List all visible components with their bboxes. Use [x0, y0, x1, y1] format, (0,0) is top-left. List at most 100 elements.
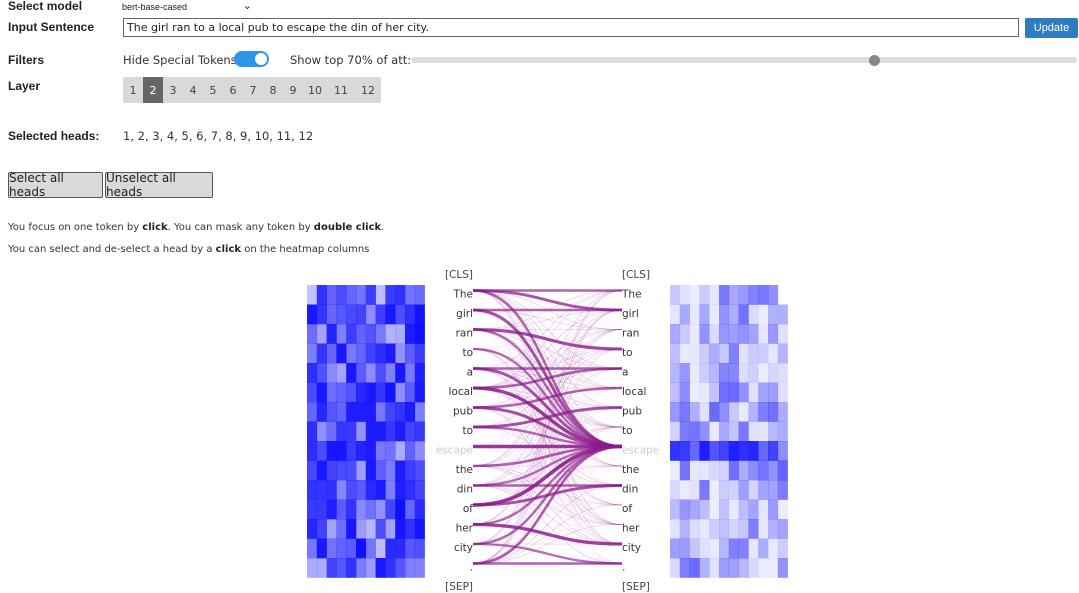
right-token[interactable]: din: [622, 484, 638, 496]
heatmap-cell[interactable]: [777, 421, 788, 442]
heatmap-cell[interactable]: [738, 441, 749, 461]
right-token[interactable]: pub: [622, 406, 642, 418]
layer-button-7[interactable]: 7: [249, 83, 257, 97]
heatmap-cell[interactable]: [395, 519, 406, 539]
heatmap-cell[interactable]: [375, 343, 386, 364]
heatmap-cell[interactable]: [699, 343, 710, 364]
right-token[interactable]: her: [622, 523, 640, 535]
heatmap-cell[interactable]: [316, 421, 327, 442]
heatmap-cell[interactable]: [777, 460, 788, 481]
heatmap-cell[interactable]: [719, 480, 730, 500]
model-select[interactable]: bert-base-cased ⌄: [122, 0, 252, 14]
heatmap-cell[interactable]: [326, 460, 337, 481]
heatmap-cell[interactable]: [768, 421, 779, 442]
heatmap-cell[interactable]: [768, 558, 779, 578]
heatmap-cell[interactable]: [375, 324, 386, 344]
heatmap-cell[interactable]: [356, 304, 367, 325]
heatmap-cell[interactable]: [689, 382, 700, 403]
heatmap-cell[interactable]: [699, 304, 710, 325]
heatmap-cell[interactable]: [670, 421, 681, 442]
heatmap-cell[interactable]: [414, 343, 425, 364]
heatmap-cell[interactable]: [385, 460, 396, 481]
heatmap-cell[interactable]: [414, 382, 425, 403]
heatmap-cell[interactable]: [395, 460, 406, 481]
heatmap-cell[interactable]: [385, 421, 396, 442]
heatmap-cell[interactable]: [699, 285, 710, 305]
heatmap-cell[interactable]: [375, 519, 386, 539]
heatmap-cell[interactable]: [679, 343, 690, 364]
heatmap-cell[interactable]: [689, 519, 700, 539]
heatmap-cell[interactable]: [670, 441, 681, 461]
heatmap-cell[interactable]: [414, 538, 425, 559]
heatmap-cell[interactable]: [709, 519, 720, 539]
heatmap-cell[interactable]: [336, 421, 347, 442]
heatmap-cell[interactable]: [679, 304, 690, 325]
heatmap-cell[interactable]: [385, 519, 396, 539]
heatmap-cell[interactable]: [336, 324, 347, 344]
heatmap-cell[interactable]: [316, 285, 327, 305]
heatmap-cell[interactable]: [356, 441, 367, 461]
heatmap-cell[interactable]: [748, 402, 759, 422]
heatmap-cell[interactable]: [336, 441, 347, 461]
heatmap-cell[interactable]: [307, 285, 318, 305]
right-token[interactable]: .: [622, 562, 625, 574]
heatmap-cell[interactable]: [405, 363, 416, 383]
heatmap-cell[interactable]: [709, 538, 720, 559]
heatmap-cell[interactable]: [365, 460, 376, 481]
heatmap-cell[interactable]: [719, 499, 730, 520]
heatmap-cell[interactable]: [316, 538, 327, 559]
heatmap-cell[interactable]: [738, 343, 749, 364]
heatmap-cell[interactable]: [414, 519, 425, 539]
left-token[interactable]: the: [456, 464, 473, 476]
left-token[interactable]: .: [470, 562, 473, 574]
heatmap-cell[interactable]: [709, 324, 720, 344]
heatmap-cell[interactable]: [689, 304, 700, 325]
heatmap-cell[interactable]: [758, 343, 769, 364]
heatmap-cell[interactable]: [326, 382, 337, 403]
layer-button-8[interactable]: 8: [269, 83, 277, 97]
heatmap-cell[interactable]: [777, 519, 788, 539]
layer-button-2[interactable]: 2: [143, 77, 163, 103]
sentence-input[interactable]: The girl ran to a local pub to escape th…: [123, 18, 1019, 37]
heatmap-cell[interactable]: [699, 558, 710, 578]
heatmap-cell[interactable]: [395, 382, 406, 403]
right-token[interactable]: [CLS]: [622, 269, 650, 281]
heatmap-cell[interactable]: [709, 441, 720, 461]
heatmap-cell[interactable]: [728, 285, 739, 305]
heatmap-cell[interactable]: [326, 324, 337, 344]
heatmap-cell[interactable]: [777, 499, 788, 520]
heatmap-cell[interactable]: [699, 480, 710, 500]
unselect-all-heads-button[interactable]: Unselect all heads: [105, 171, 213, 199]
heatmap-cell[interactable]: [679, 402, 690, 422]
hide-special-tokens-toggle[interactable]: [234, 51, 269, 67]
heatmap-cell[interactable]: [356, 421, 367, 442]
heatmap-cell[interactable]: [346, 285, 357, 305]
heatmap-cell[interactable]: [346, 304, 357, 325]
right-token[interactable]: [SEP]: [622, 581, 650, 593]
heatmap-cell[interactable]: [414, 558, 425, 578]
heatmap-cell[interactable]: [689, 402, 700, 422]
heatmap-cell[interactable]: [719, 441, 730, 461]
heatmap-cell[interactable]: [385, 343, 396, 364]
heatmap-cell[interactable]: [336, 343, 347, 364]
heatmap-cell[interactable]: [316, 558, 327, 578]
left-token[interactable]: of: [463, 503, 473, 515]
heatmap-cell[interactable]: [748, 480, 759, 500]
heatmap-cell[interactable]: [679, 519, 690, 539]
heatmap-cell[interactable]: [307, 382, 318, 403]
heatmap-cell[interactable]: [748, 363, 759, 383]
heatmap-cell[interactable]: [316, 402, 327, 422]
heatmap-cell[interactable]: [670, 402, 681, 422]
heatmap-cell[interactable]: [307, 363, 318, 383]
heatmap-cell[interactable]: [346, 382, 357, 403]
heatmap-cell[interactable]: [709, 363, 720, 383]
layer-button-4[interactable]: 4: [189, 83, 197, 97]
heatmap-cell[interactable]: [346, 363, 357, 383]
heatmap-cell[interactable]: [395, 324, 406, 344]
heatmap-cell[interactable]: [414, 285, 425, 305]
heatmap-cell[interactable]: [758, 363, 769, 383]
heatmap-cell[interactable]: [679, 538, 690, 559]
heatmap-cell[interactable]: [768, 441, 779, 461]
heatmap-cell[interactable]: [738, 363, 749, 383]
heatmap-cell[interactable]: [679, 499, 690, 520]
